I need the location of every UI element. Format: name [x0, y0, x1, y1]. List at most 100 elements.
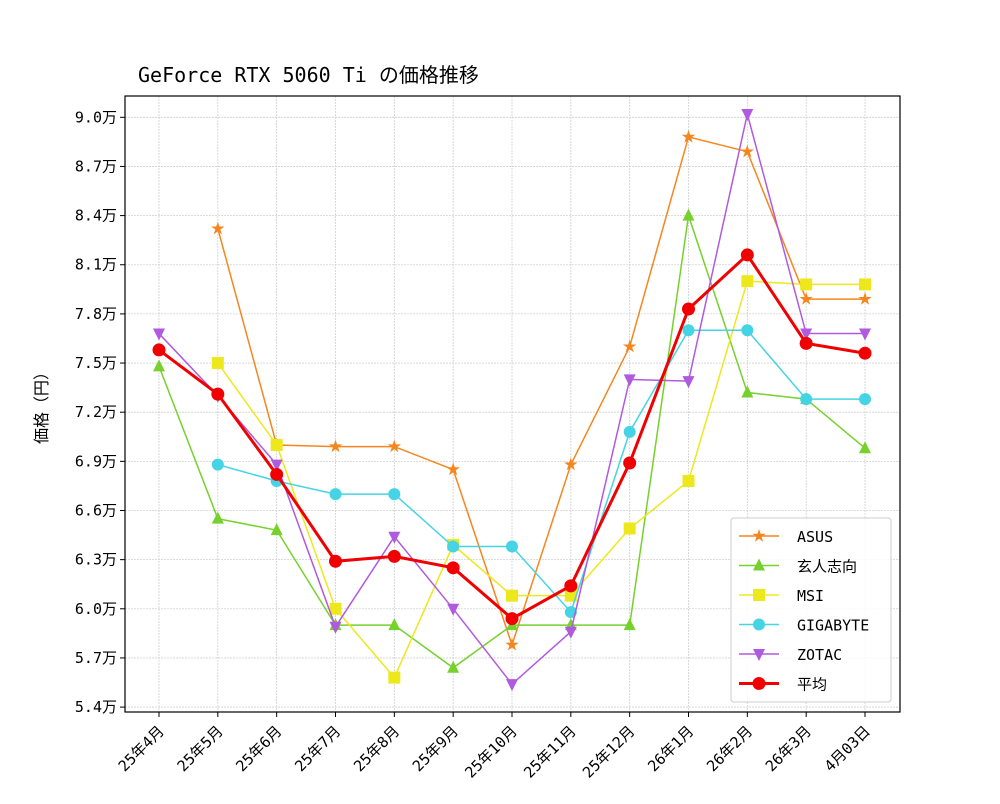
series-ZOTAC [153, 109, 871, 692]
data-point [152, 343, 166, 357]
data-point [859, 278, 871, 291]
data-point [211, 458, 224, 471]
series-MSI [211, 275, 871, 684]
series-line [217, 136, 865, 648]
series-平均 [152, 248, 872, 626]
data-point [740, 248, 754, 262]
series-line [217, 329, 865, 614]
data-point [753, 649, 765, 661]
legend-label: 平均 [797, 676, 827, 694]
data-point [741, 385, 754, 398]
data-point [753, 589, 765, 601]
data-point [564, 457, 578, 471]
y-tick-label: 8.4万 [75, 207, 117, 225]
data-point [211, 387, 225, 401]
legend-box [730, 517, 892, 703]
data-point [800, 328, 813, 341]
data-point [329, 621, 342, 634]
data-point [858, 292, 872, 305]
data-point [623, 522, 636, 535]
x-tick-label: 26年1月 [644, 722, 697, 775]
data-point [682, 475, 695, 487]
x-tick-label: 25年6月 [232, 722, 285, 775]
data-point [388, 488, 401, 501]
x-tick-label: 25年10月 [461, 722, 520, 781]
data-point [329, 488, 342, 501]
data-point [388, 618, 401, 631]
x-tick-label: 25年12月 [579, 722, 638, 781]
data-point [270, 459, 283, 472]
data-point [752, 677, 766, 690]
y-tick-label: 9.0万 [75, 108, 117, 126]
data-point [506, 589, 518, 602]
data-point [740, 144, 754, 158]
data-point [387, 549, 401, 563]
plot-frame [124, 95, 901, 713]
series-玄人志向 [153, 208, 871, 673]
y-tick-label: 7.2万 [75, 403, 117, 421]
data-point [447, 660, 460, 673]
data-point [329, 602, 342, 615]
data-point [506, 679, 518, 692]
data-point [506, 540, 518, 553]
data-point [623, 374, 636, 387]
y-tick-label: 8.1万 [75, 256, 117, 274]
x-tick-label: 25年7月 [291, 722, 344, 775]
data-point [623, 456, 637, 470]
data-point [387, 439, 401, 453]
series-ASUS [211, 130, 872, 651]
legend-label: GIGABYTE [797, 617, 869, 635]
data-point [329, 554, 342, 568]
data-point [682, 208, 695, 221]
y-tick-label: 6.3万 [75, 551, 117, 569]
y-tick-label: 7.8万 [75, 305, 117, 323]
series-line [217, 280, 865, 679]
data-point [682, 324, 695, 337]
x-tick-label: 25年9月 [409, 722, 462, 775]
y-axis-label: 価格（円） [32, 364, 51, 444]
data-point [388, 531, 401, 544]
data-point [800, 278, 813, 291]
data-point [682, 302, 695, 316]
data-point [505, 612, 519, 626]
data-point [328, 439, 343, 453]
data-point [446, 561, 460, 575]
data-point [741, 324, 754, 337]
data-point [623, 425, 636, 438]
data-point [681, 130, 696, 143]
data-point [447, 540, 460, 553]
x-tick-label: 25年5月 [174, 722, 227, 775]
x-tick-label: 25年8月 [350, 722, 403, 775]
y-tick-label: 5.4万 [75, 698, 117, 716]
data-point [682, 376, 695, 389]
data-point [505, 637, 519, 651]
data-point [211, 357, 224, 370]
data-point [623, 618, 636, 631]
x-tick-label: 4月03日 [821, 722, 874, 775]
y-tick-label: 8.7万 [75, 157, 117, 175]
data-point [753, 618, 765, 631]
data-point [753, 558, 765, 571]
data-point [388, 671, 401, 684]
chart-title: GeForce RTX 5060 Ti の価格推移 [138, 63, 479, 87]
data-point [153, 328, 165, 341]
y-tick-label: 6.6万 [75, 501, 117, 519]
data-point [799, 292, 813, 305]
x-tick-label: 25年4月 [115, 722, 168, 775]
y-tick-label: 6.0万 [75, 600, 117, 618]
data-point [564, 589, 577, 602]
data-point [858, 346, 872, 360]
data-point [211, 221, 225, 235]
legend-label: 玄人志向 [797, 558, 857, 576]
data-point [859, 441, 871, 454]
data-point [270, 438, 283, 451]
series-GIGABYTE [211, 324, 871, 619]
legend-label: ZOTAC [797, 646, 842, 664]
y-tick-label: 6.9万 [75, 452, 117, 470]
data-point [859, 393, 871, 406]
data-point [859, 328, 871, 341]
y-tick-label: 5.7万 [75, 649, 117, 667]
data-point [153, 359, 165, 372]
data-point [564, 579, 578, 593]
